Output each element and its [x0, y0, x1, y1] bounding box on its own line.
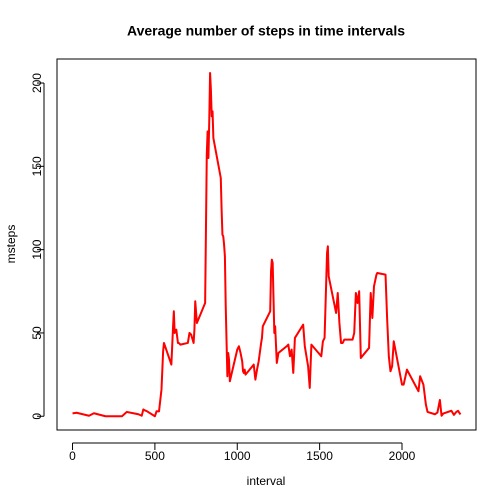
y-tick-label: 100: [30, 239, 44, 259]
x-tick-label: 2000: [389, 449, 416, 463]
x-tick-label: 0: [69, 449, 76, 463]
y-tick-label: 200: [30, 73, 44, 93]
x-tick-label: 1000: [224, 449, 251, 463]
y-tick-label: 150: [30, 156, 44, 176]
y-tick-label: 50: [30, 326, 44, 340]
x-tick-label: 1500: [306, 449, 333, 463]
x-axis-label: interval: [247, 474, 286, 488]
data-line: [72, 72, 462, 418]
plot-frame: [56, 58, 477, 431]
y-axis-label: msteps: [4, 225, 18, 264]
x-tick-label: 500: [145, 449, 165, 463]
y-tick-label: 0: [30, 413, 44, 420]
chart-title: Average number of steps in time interval…: [127, 23, 405, 39]
